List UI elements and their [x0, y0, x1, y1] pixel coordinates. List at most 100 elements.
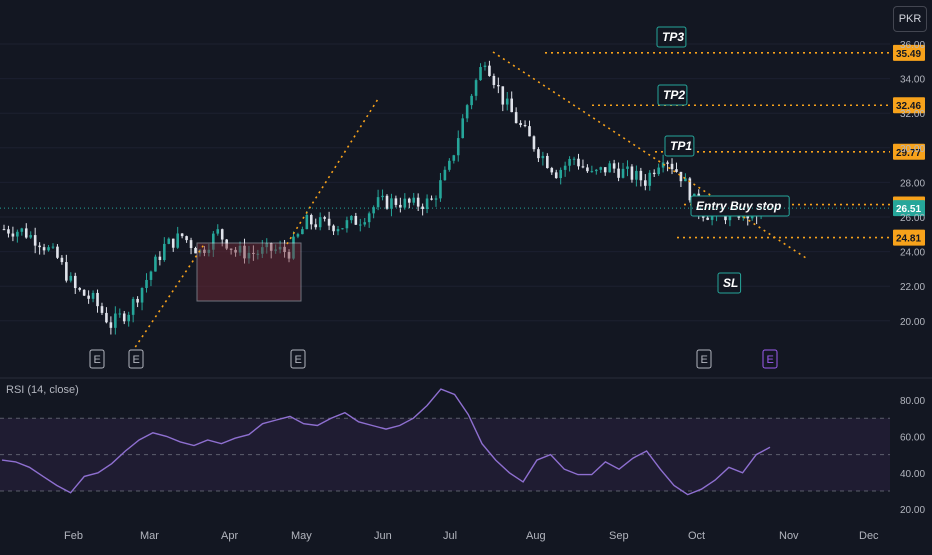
candle-body	[599, 167, 603, 170]
level-price-box	[893, 97, 925, 114]
candle-body	[20, 228, 24, 232]
candle-body	[354, 215, 358, 225]
price-y-tick: 20.00	[900, 317, 925, 328]
candle-body	[292, 236, 295, 259]
candle-body	[479, 67, 482, 81]
time-x-tick: Oct	[688, 530, 705, 542]
candle-body	[358, 224, 362, 226]
earnings-marker-label: E	[701, 354, 708, 366]
candle-body	[189, 240, 193, 249]
candle-body	[167, 238, 171, 244]
candle-body	[127, 314, 130, 322]
candle-body	[706, 217, 709, 220]
candle-body	[42, 247, 46, 251]
rsi-legend: RSI (14, close)	[6, 384, 79, 396]
candle-body	[256, 253, 260, 255]
candle-body	[376, 197, 380, 208]
candle-body	[724, 213, 727, 221]
candle-body	[372, 207, 375, 214]
candle-body	[212, 233, 215, 250]
candle-body	[421, 206, 424, 210]
candle-body	[11, 233, 15, 237]
candle-body	[87, 295, 90, 299]
level-tag-box	[690, 195, 790, 217]
level-price-label: 29.77	[896, 148, 921, 159]
level-price-label: 24.81	[896, 234, 921, 245]
rsi-y-tick: 80.00	[900, 396, 925, 407]
candle-body	[407, 198, 411, 203]
candle-body	[532, 136, 536, 150]
time-x-tick: Jul	[443, 530, 457, 542]
candle-body	[2, 229, 6, 231]
candle-body	[220, 229, 224, 240]
candle-body	[180, 233, 184, 237]
candle-body	[550, 168, 554, 173]
candle-body	[243, 245, 246, 259]
candle-body	[577, 158, 580, 167]
level-tag-box	[657, 84, 688, 106]
candle-body	[16, 231, 19, 237]
candle-body	[318, 217, 322, 228]
candle-body	[47, 247, 50, 251]
candle-body	[559, 169, 562, 179]
candle-body	[163, 243, 166, 261]
candle-body	[363, 222, 367, 225]
candle-body	[670, 163, 674, 170]
candle-body	[345, 220, 349, 229]
candle-body	[461, 118, 465, 139]
candle-body	[176, 233, 179, 248]
candle-body	[100, 306, 104, 313]
candle-body	[229, 248, 233, 250]
earnings-marker	[89, 349, 105, 369]
candle-body	[661, 162, 665, 168]
candle-body	[439, 180, 442, 199]
candle-body	[452, 155, 456, 161]
earnings-marker	[290, 349, 306, 369]
candle-body	[38, 245, 41, 248]
candle-body	[145, 279, 148, 288]
candle-body	[483, 65, 487, 68]
candle-body	[265, 243, 269, 248]
candle-body	[185, 236, 188, 241]
time-x-tick: Feb	[64, 530, 83, 542]
candle-body	[666, 162, 669, 164]
time-x-tick: Aug	[526, 530, 546, 542]
level-tag-box	[664, 135, 695, 157]
candle-body	[301, 229, 304, 235]
currency-button[interactable]: PKR	[893, 6, 927, 32]
rsi-band	[0, 418, 890, 491]
level-price-box	[893, 229, 925, 246]
earnings-marker-label: E	[94, 354, 101, 366]
candle-body	[24, 228, 28, 238]
candle-body	[158, 256, 162, 261]
candle-body	[238, 245, 242, 253]
price-y-tick: 32.00	[900, 109, 925, 120]
time-x-tick: Nov	[779, 530, 799, 542]
candle-body	[456, 138, 460, 156]
candle-body	[425, 198, 429, 210]
candle-body	[247, 252, 251, 259]
trend-line-up-1	[131, 242, 206, 353]
candle-body	[207, 249, 211, 253]
time-x-tick: Mar	[140, 530, 159, 542]
candle-body	[287, 252, 291, 259]
candle-body	[105, 312, 108, 323]
candle-body	[91, 292, 95, 299]
candle-body	[684, 178, 687, 182]
candle-body	[679, 171, 683, 182]
candle-body	[341, 228, 344, 230]
candle-body	[154, 256, 157, 272]
candle-body	[109, 322, 113, 328]
candle-body	[171, 238, 175, 248]
candle-body	[234, 249, 237, 253]
candle-body	[644, 180, 647, 186]
candle-body	[514, 112, 518, 124]
level-tag-text: SL	[723, 276, 738, 290]
candle-body	[465, 105, 469, 119]
earnings-marker	[696, 349, 712, 369]
level-price-label: 32.46	[896, 101, 921, 112]
candle-body	[639, 170, 643, 181]
candle-body	[252, 252, 255, 254]
